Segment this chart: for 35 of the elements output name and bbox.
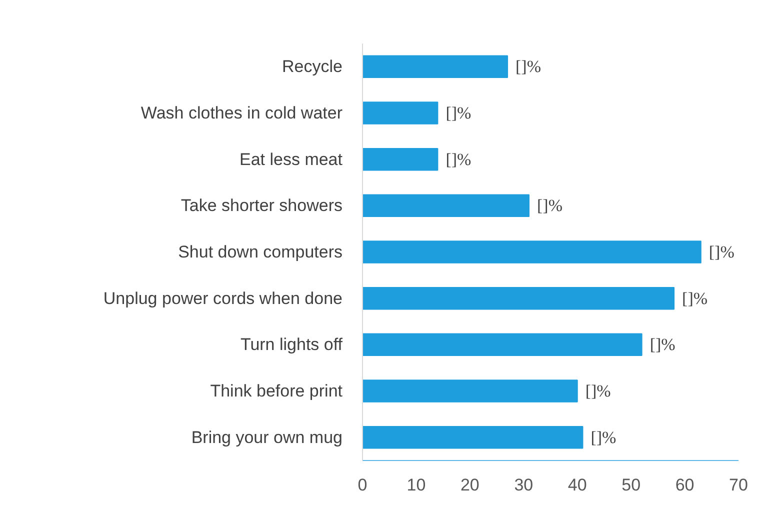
bar (362, 380, 578, 402)
bar (362, 240, 702, 264)
y-tick-label: Shut down computers (178, 242, 342, 262)
bar (362, 333, 642, 356)
y-tick-label: Think before print (210, 382, 343, 400)
y-tick-label: Bring your own mug (191, 428, 343, 447)
bar (362, 286, 675, 310)
data-label: []% (537, 196, 562, 216)
y-tick-label: Turn lights off (240, 335, 343, 354)
bar (362, 148, 438, 171)
data-label: []% (590, 428, 616, 447)
y-tick-label: Eat less meat (240, 150, 343, 169)
data-label: []% (585, 382, 611, 400)
x-tick-label: 40 (568, 476, 587, 494)
data-label: []% (446, 150, 472, 169)
x-tick-label: 10 (406, 476, 426, 494)
x-tick-label: 50 (622, 476, 641, 494)
data-label: []% (650, 335, 676, 354)
y-tick-label: Recycle (282, 57, 343, 76)
y-tick-label: Take shorter showers (180, 196, 343, 216)
bar (362, 426, 584, 449)
data-label: []% (682, 288, 708, 308)
x-tick-label: 20 (460, 476, 480, 494)
y-tick-label: Wash clothes in cold water (140, 104, 343, 122)
bar (362, 102, 438, 124)
bar (362, 194, 530, 218)
x-tick-label: 60 (675, 476, 694, 494)
y-tick-label: Unplug power cords when done (103, 288, 343, 308)
bar (362, 55, 508, 78)
data-label: []% (516, 57, 542, 76)
data-label: []% (708, 242, 734, 262)
x-tick-label: 70 (729, 476, 748, 494)
x-tick-label: 0 (358, 476, 368, 494)
x-tick-label: 30 (514, 476, 534, 494)
data-label: []% (446, 104, 472, 122)
